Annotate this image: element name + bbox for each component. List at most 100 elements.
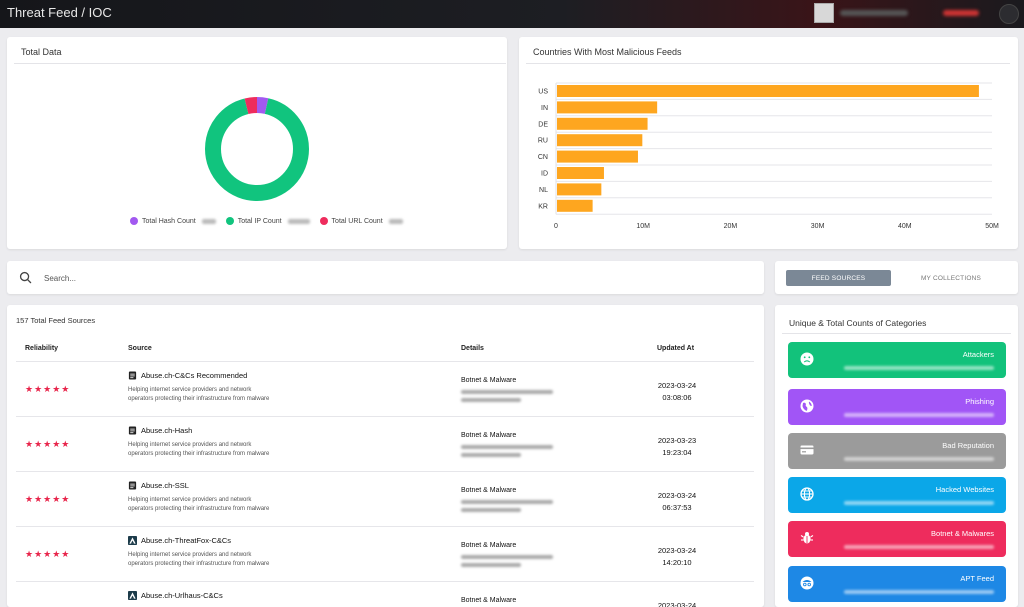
category-counts-redacted bbox=[844, 545, 994, 549]
column-header-details[interactable]: Details bbox=[461, 345, 484, 352]
threatfox-icon bbox=[128, 591, 137, 600]
legend-label: Total IP Count bbox=[237, 217, 282, 225]
updated-at: 2023-03-24 03:08:06 bbox=[647, 380, 707, 403]
reliability-stars: ★★★★★ bbox=[25, 384, 71, 394]
countries-chart-title: Countries With Most Malicious Feeds bbox=[533, 47, 682, 57]
category-counts-redacted bbox=[844, 366, 994, 370]
document-icon bbox=[128, 426, 137, 435]
y-tick-label: RU bbox=[538, 138, 548, 145]
legend-label: Total Hash Count bbox=[142, 217, 196, 225]
category-phishing[interactable]: Phishing bbox=[788, 389, 1006, 425]
legend-swatch bbox=[225, 217, 234, 225]
categories-title: Unique & Total Counts of Categories bbox=[789, 318, 927, 328]
table-row[interactable]: ★★★★★ Abuse.ch-ThreatFox-C&Cs Helping in… bbox=[7, 526, 764, 581]
detail-interval-redacted bbox=[461, 453, 521, 457]
category-label: Attackers bbox=[962, 350, 994, 359]
table-row[interactable]: ★★★★★ Abuse.ch-C&Cs Recommended Helping … bbox=[7, 361, 764, 416]
tab-feed-sources[interactable]: FEED SOURCES bbox=[786, 270, 891, 286]
category-counts-redacted bbox=[844, 590, 994, 594]
table-row[interactable]: ★★★★★ Abuse.ch-Hash Helping internet ser… bbox=[7, 416, 764, 471]
source-name-link[interactable]: Abuse.ch-C&Cs Recommended bbox=[141, 371, 248, 380]
category-counts-redacted bbox=[844, 501, 994, 505]
detail-counts-redacted bbox=[461, 555, 553, 559]
source-name-link[interactable]: Abuse.ch-Urlhaus-C&Cs bbox=[141, 591, 223, 600]
updated-at: 2023-03-24 bbox=[647, 600, 707, 607]
reliability-stars: ★★★★★ bbox=[25, 439, 71, 449]
bar-id[interactable] bbox=[557, 167, 604, 179]
legend-item-url[interactable]: Total URL Count bbox=[319, 217, 403, 225]
donut-slice-ip bbox=[205, 97, 309, 201]
web-globe-icon bbox=[800, 487, 814, 501]
source-name-link[interactable]: Abuse.ch-SSL bbox=[141, 481, 189, 490]
source-name-link[interactable]: Abuse.ch-Hash bbox=[141, 426, 193, 435]
detail-counts-redacted bbox=[461, 390, 553, 394]
y-tick-label: NL bbox=[539, 187, 548, 194]
column-header-source[interactable]: Source bbox=[128, 345, 152, 352]
category-attackers[interactable]: Attackers bbox=[788, 342, 1006, 378]
total-data-donut bbox=[205, 97, 309, 201]
updated-date: 2023-03-24 bbox=[657, 491, 697, 500]
feed-sources-card: 157 Total Feed Sources Reliability Sourc… bbox=[7, 305, 764, 607]
search-bar bbox=[7, 261, 764, 294]
table-row[interactable]: ★★★★★ Abuse.ch-SSL Helping internet serv… bbox=[7, 471, 764, 526]
table-row[interactable]: Abuse.ch-Urlhaus-C&Cs Botnet & Malware 2… bbox=[7, 581, 764, 607]
credit-card-icon bbox=[800, 445, 814, 455]
document-icon bbox=[128, 481, 137, 490]
updated-at: 2023-03-24 06:37:53 bbox=[647, 490, 707, 513]
sad-face-icon bbox=[800, 352, 814, 366]
row-divider bbox=[16, 581, 754, 582]
detail-interval-redacted bbox=[461, 563, 521, 567]
legend-swatch bbox=[319, 217, 328, 225]
x-tick-label: 40M bbox=[898, 223, 912, 230]
updated-date: 2023-03-23 bbox=[657, 436, 697, 445]
legend-swatch bbox=[130, 217, 138, 225]
category-label: Bad Reputation bbox=[942, 441, 994, 450]
detail-category: Botnet & Malware bbox=[461, 487, 517, 494]
updated-time: 19:23:04 bbox=[662, 447, 692, 457]
column-header-reliability[interactable]: Reliability bbox=[25, 345, 59, 352]
category-label: Phishing bbox=[965, 397, 994, 406]
x-tick-label: 0 bbox=[554, 223, 558, 230]
y-tick-label: US bbox=[538, 89, 548, 96]
user-avatar[interactable] bbox=[814, 3, 834, 23]
value-redacted bbox=[201, 218, 216, 224]
profile-menu-button[interactable] bbox=[999, 4, 1019, 24]
bar-nl[interactable] bbox=[557, 183, 602, 196]
detail-category: Botnet & Malware bbox=[461, 597, 517, 604]
user-name-redacted[interactable] bbox=[840, 10, 908, 16]
x-tick-label: 10M bbox=[636, 223, 650, 230]
bar-cn[interactable] bbox=[557, 150, 638, 163]
threatfox-icon bbox=[128, 536, 137, 545]
category-bad-reputation[interactable]: Bad Reputation bbox=[788, 433, 1006, 469]
category-apt-feed[interactable]: APT Feed bbox=[788, 566, 1006, 602]
category-hacked-websites[interactable]: Hacked Websites bbox=[788, 477, 1006, 513]
alert-link-redacted[interactable] bbox=[943, 10, 979, 16]
updated-date: 2023-03-24 bbox=[657, 601, 697, 607]
source-name-link[interactable]: Abuse.ch-ThreatFox-C&Cs bbox=[141, 536, 232, 545]
category-botnet-malwares[interactable]: Botnet & Malwares bbox=[788, 521, 1006, 557]
source-description: Helping internet service providers and n… bbox=[128, 442, 270, 457]
source-tabs: FEED SOURCES MY COLLECTIONS bbox=[775, 261, 1018, 294]
bar-de[interactable] bbox=[557, 117, 648, 130]
source-description: Helping internet service providers and n… bbox=[128, 497, 270, 512]
bar-us[interactable] bbox=[557, 85, 979, 97]
tab-my-collections[interactable]: MY COLLECTIONS bbox=[920, 274, 982, 282]
spy-icon bbox=[800, 576, 814, 590]
search-input[interactable] bbox=[44, 270, 744, 286]
row-divider bbox=[16, 361, 754, 362]
bug-icon bbox=[800, 532, 814, 544]
reliability-stars: ★★★★★ bbox=[25, 494, 71, 504]
source-description: Helping internet service providers and n… bbox=[128, 552, 270, 567]
bar-in[interactable] bbox=[557, 101, 658, 114]
bar-ru[interactable] bbox=[557, 134, 643, 147]
detail-category: Botnet & Malware bbox=[461, 542, 517, 549]
y-tick-label: KR bbox=[538, 203, 548, 210]
column-header-updated-at[interactable]: Updated At bbox=[657, 345, 695, 352]
x-tick-label: 30M bbox=[811, 223, 825, 230]
legend-item-ip[interactable]: Total IP Count bbox=[225, 217, 310, 225]
updated-at: 2023-03-24 14:20:10 bbox=[647, 545, 707, 568]
updated-time: 06:37:53 bbox=[662, 502, 692, 512]
category-label: APT Feed bbox=[960, 574, 994, 583]
bar-kr[interactable] bbox=[557, 199, 593, 212]
legend-item-hash[interactable]: Total Hash Count bbox=[130, 217, 216, 225]
